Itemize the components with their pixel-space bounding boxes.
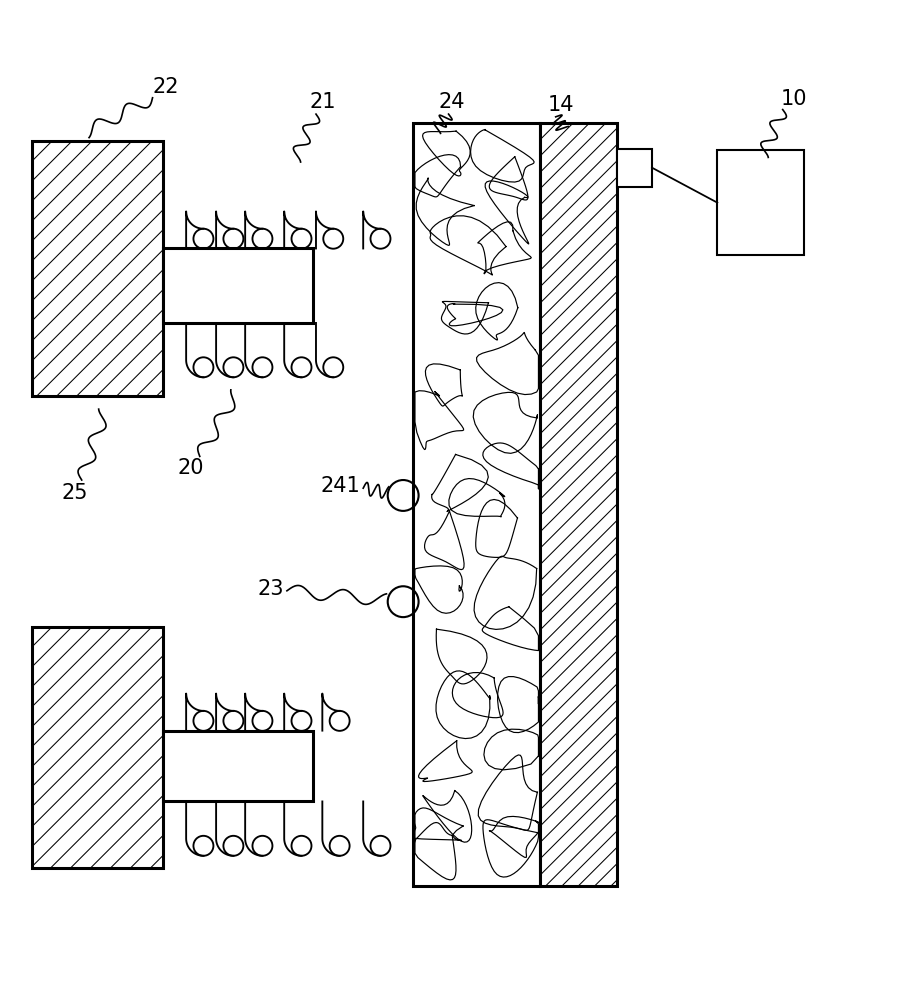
Bar bbox=[32, 141, 163, 396]
Text: 20: 20 bbox=[177, 458, 204, 478]
Text: 241: 241 bbox=[321, 476, 360, 496]
Bar bbox=[413, 123, 540, 886]
Bar bbox=[617, 149, 652, 187]
Text: 21: 21 bbox=[309, 92, 336, 112]
Bar bbox=[717, 150, 804, 255]
Text: 24: 24 bbox=[439, 92, 466, 112]
Text: 10: 10 bbox=[780, 89, 807, 109]
Text: 23: 23 bbox=[257, 579, 284, 599]
Bar bbox=[163, 731, 313, 801]
Text: 22: 22 bbox=[152, 77, 179, 97]
Text: 14: 14 bbox=[548, 95, 575, 115]
Text: 25: 25 bbox=[61, 483, 88, 503]
Bar bbox=[540, 123, 617, 886]
Bar bbox=[32, 627, 163, 868]
Bar bbox=[163, 248, 313, 323]
